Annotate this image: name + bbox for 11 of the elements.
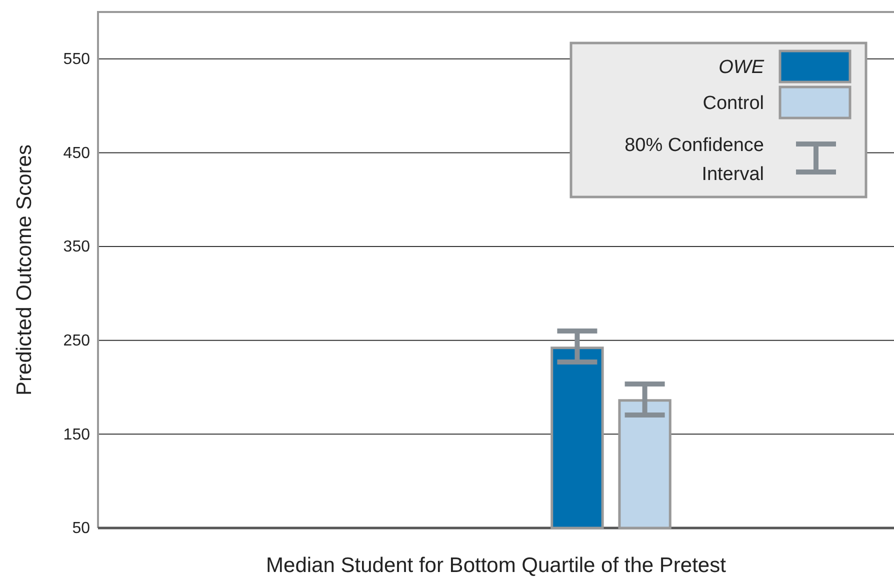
legend-label: OWE: [718, 57, 764, 78]
legend-label: Control: [702, 93, 764, 114]
y-tick-label: 450: [63, 144, 90, 162]
y-tick-label: 550: [63, 51, 90, 68]
x-axis-title: Median Student for Bottom Quartile of the Pretest: [266, 554, 726, 577]
y-tick-label: 250: [63, 332, 90, 350]
annotation: 80% Confidence Interval: [624, 135, 764, 185]
y-tick-label: 50: [72, 520, 90, 538]
y-axis-title: Predicted Outcome Scores: [13, 144, 36, 396]
y-tick-label: 350: [63, 238, 90, 256]
y-tick-label: 150: [63, 426, 90, 444]
